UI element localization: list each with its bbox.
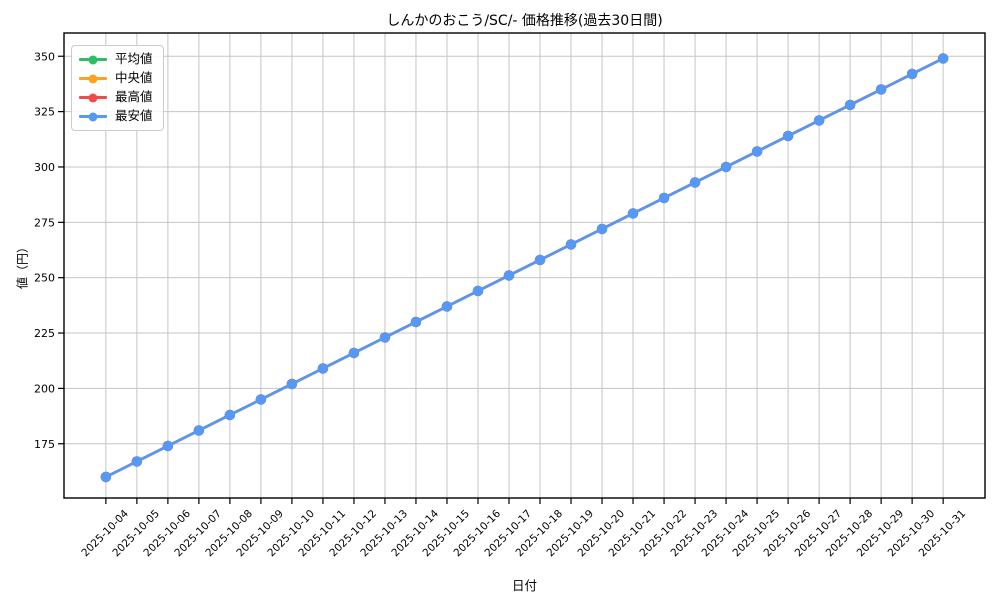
plot-border [63, 32, 986, 499]
data-point-marker [224, 409, 236, 421]
data-point-marker [503, 270, 515, 281]
data-point-marker [534, 254, 546, 266]
legend-label: 最安値 [115, 108, 153, 124]
legend-item: 最安値 [79, 107, 153, 126]
legend-marker-icon [79, 111, 107, 122]
data-point-marker [286, 378, 298, 390]
data-point-marker [441, 301, 453, 312]
y-tick-label: 250 [34, 272, 55, 285]
data-point-marker [565, 239, 577, 250]
legend-marker-icon [79, 73, 107, 84]
data-point-marker [255, 394, 267, 405]
x-axis-label: 日付 [511, 578, 537, 593]
legend-item: 最高値 [79, 88, 153, 107]
data-point-marker [348, 347, 360, 359]
x-axis-ticks: 2025-10-042025-10-052025-10-062025-10-07… [79, 498, 968, 559]
y-tick-label: 175 [34, 438, 55, 451]
data-point-marker [193, 425, 205, 436]
data-point-marker [379, 332, 391, 343]
legend-item: 中央値 [79, 69, 153, 88]
data-point-marker [937, 53, 949, 64]
series-line [105, 57, 944, 479]
y-tick-label: 350 [34, 50, 55, 63]
data-point-marker [844, 99, 856, 111]
data-point-marker [782, 130, 794, 142]
data-point-marker [100, 471, 112, 483]
data-point-marker [162, 440, 174, 452]
y-tick-label: 275 [34, 216, 55, 229]
y-tick-label: 325 [34, 106, 55, 119]
data-point-marker [317, 363, 329, 374]
data-point-marker [720, 161, 732, 173]
data-point-marker [627, 208, 639, 219]
data-point-marker [410, 316, 422, 328]
y-axis-ticks: 175 200 225 250 275 300 325 350 [34, 50, 64, 451]
data-point-marker [472, 285, 484, 297]
legend-label: 中央値 [115, 70, 153, 86]
series-3 [100, 53, 949, 483]
legend-label: 平均値 [115, 51, 153, 67]
y-tick-label: 200 [34, 382, 55, 395]
data-point-marker [813, 115, 825, 126]
data-point-marker [596, 223, 608, 235]
data-point-marker [131, 456, 143, 467]
data-point-marker [906, 68, 918, 80]
chart-title: しんかのおこう/SC/- 価格推移(過去30日間) [386, 13, 663, 29]
data-point-marker [658, 192, 670, 204]
legend-item: 平均値 [79, 50, 153, 69]
y-tick-label: 225 [34, 327, 55, 340]
data-point-marker [875, 84, 887, 95]
data-point-marker [689, 177, 701, 188]
legend-marker-icon [79, 54, 107, 65]
data-point-marker [751, 146, 763, 157]
y-tick-label: 300 [34, 161, 55, 174]
legend: 平均値中央値最高値最安値 [71, 45, 164, 131]
legend-label: 最高値 [115, 89, 153, 105]
legend-marker-icon [79, 92, 107, 103]
